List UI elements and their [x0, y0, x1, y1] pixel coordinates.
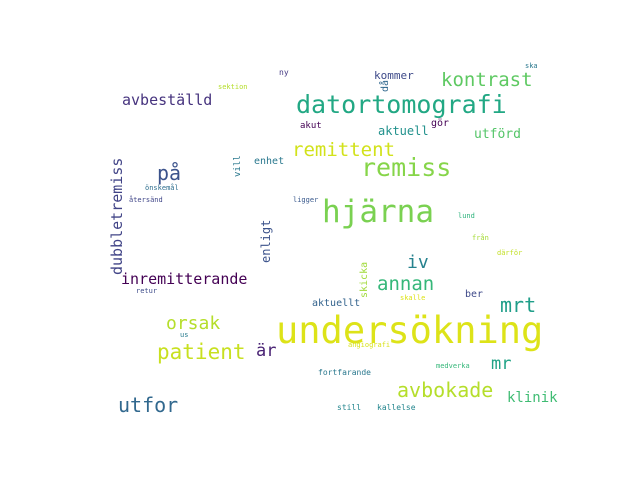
word-enhet: enhet [254, 156, 285, 167]
word-us: us [180, 331, 189, 339]
word-klinik: klinik [507, 390, 558, 406]
word-darfor: därför [497, 249, 523, 257]
word-medverka: medverka [436, 362, 470, 370]
word-ber: ber [465, 289, 484, 300]
word-ar: är [256, 341, 277, 361]
word-mrt: mrt [500, 293, 537, 317]
word-mr: mr [491, 354, 512, 374]
word-annan: annan [377, 273, 435, 295]
word-kontrast: kontrast [441, 69, 533, 91]
word-ligger: ligger [293, 196, 319, 204]
word-utfor: utfor [118, 393, 179, 417]
word-skalle: skalle [400, 294, 426, 302]
word-skicka: skicka [359, 261, 370, 298]
word-hjarna: hjärna [322, 194, 434, 230]
word-atersand: återsänd [129, 196, 163, 204]
word-remittent: remittent [292, 139, 395, 161]
word-onskemal: önskemål [145, 184, 179, 192]
word-gor: gör [431, 118, 450, 129]
word-kommer: kommer [374, 69, 414, 82]
word-pa: på [157, 161, 182, 185]
word-fran: från [472, 234, 489, 242]
word-fortfarande: fortfarande [318, 368, 371, 377]
word-kallelse: kallelse [377, 403, 416, 412]
word-enligt: enligt [259, 219, 273, 263]
word-iv: iv [407, 252, 429, 273]
word-remiss: remiss [361, 153, 452, 182]
word-undersokning: undersökning [276, 309, 544, 352]
word-ska: ska [525, 62, 538, 70]
word-angiografi: angiografi [348, 341, 391, 349]
word-retur: retur [136, 287, 158, 295]
word-utford: utförd [474, 127, 521, 142]
word-sektion: sektion [218, 83, 248, 91]
word-da: då [380, 79, 391, 92]
word-aktuell: aktuell [378, 124, 429, 138]
word-aktuellt: aktuellt [312, 298, 361, 309]
word-inremitterande: inremitterande [121, 270, 248, 288]
word-orsak: orsak [166, 313, 221, 334]
word-still: still [337, 403, 362, 412]
word-vill: vill [233, 155, 243, 177]
word-avbestalld: avbeställd [122, 91, 213, 109]
word-dubbletremiss: dubbletremiss [108, 157, 126, 275]
word-avbokade: avbokade [397, 378, 494, 402]
word-datortomografi: datortomografi [296, 90, 507, 119]
word-patient: patient [157, 340, 246, 364]
word-lund: lund [458, 212, 475, 220]
word-akut: akut [300, 121, 322, 131]
word-ny: ny [279, 68, 289, 77]
